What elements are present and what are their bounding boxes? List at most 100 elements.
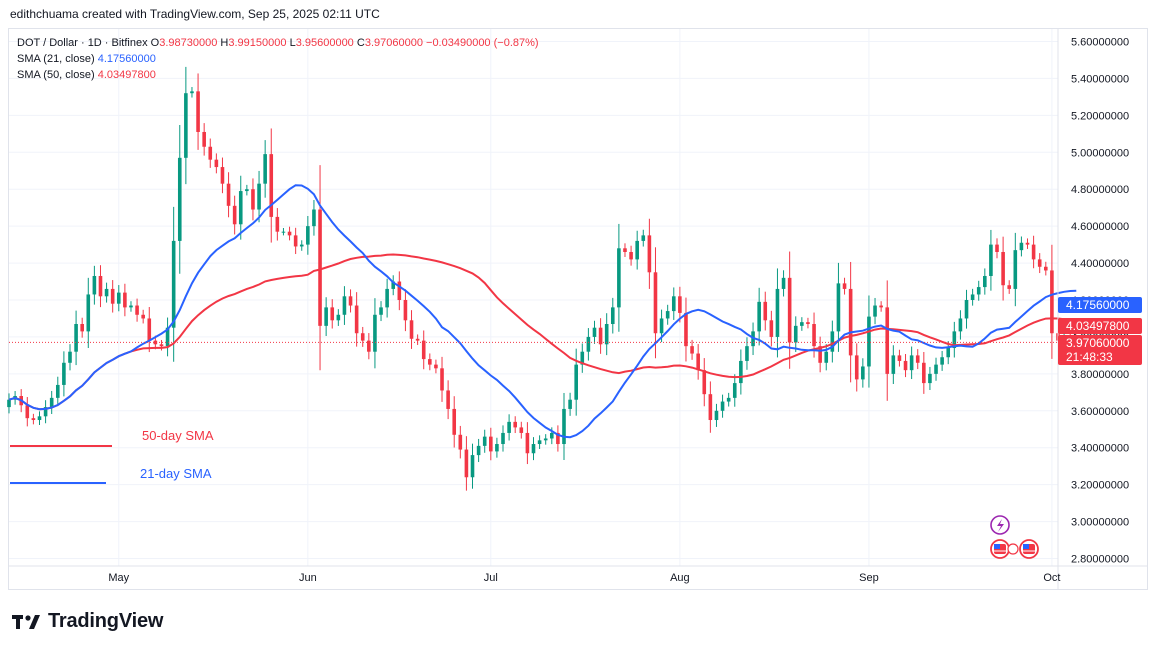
- candle: [452, 396, 457, 448]
- candle: [318, 165, 322, 371]
- candle-body: [68, 351, 72, 363]
- candle-body: [409, 320, 414, 339]
- candle: [86, 277, 91, 349]
- candle: [226, 172, 231, 218]
- candle-body: [74, 324, 78, 352]
- sma21-price-badge: 4.17560000: [1058, 297, 1142, 313]
- candle: [62, 351, 66, 397]
- candle-body: [257, 183, 261, 210]
- candle: [299, 240, 304, 251]
- y-tick-label: 3.00000000: [1071, 517, 1129, 529]
- candle-body: [470, 455, 475, 478]
- candle: [275, 208, 280, 241]
- candle: [1013, 232, 1018, 307]
- candle-body: [299, 244, 304, 247]
- candle: [68, 344, 72, 371]
- candle: [800, 317, 804, 331]
- candle-body: [312, 209, 316, 227]
- candle: [1007, 280, 1012, 294]
- candle: [671, 287, 676, 320]
- y-tick-label: 4.40000000: [1071, 258, 1129, 270]
- candle-body: [1037, 259, 1042, 267]
- candle: [635, 230, 639, 270]
- candle-body: [1050, 270, 1054, 334]
- candle: [171, 206, 176, 362]
- candle-body: [434, 364, 438, 369]
- candle: [702, 358, 707, 407]
- y-tick-label: 5.40000000: [1071, 73, 1129, 85]
- last-price-value: 3.97060000: [1066, 336, 1130, 350]
- candle-body: [196, 91, 200, 132]
- candle: [714, 403, 719, 427]
- candle: [610, 297, 615, 334]
- candle: [476, 438, 481, 463]
- candle-body: [80, 324, 84, 332]
- candle: [641, 229, 646, 247]
- candle-body: [696, 353, 700, 371]
- candle: [970, 288, 975, 306]
- price-axis: 5.60000000 5.40000000 5.20000000 5.00000000…: [1057, 29, 1129, 590]
- candle: [281, 227, 286, 236]
- candle-body: [104, 288, 109, 297]
- candle-body: [885, 307, 890, 374]
- symbol-title[interactable]: DOT / Dollar · 1D · Bitfinex: [17, 37, 148, 49]
- candle-body: [25, 405, 30, 419]
- candle: [708, 381, 713, 433]
- candle-body: [184, 93, 188, 158]
- candle-body: [830, 331, 835, 352]
- sma50-price-badge: 4.03497800: [1058, 318, 1142, 334]
- candle: [763, 291, 768, 331]
- candle-body: [287, 231, 292, 236]
- candle: [562, 392, 566, 460]
- candle-body: [165, 327, 170, 347]
- candle-body: [586, 336, 591, 352]
- candle-body: [476, 445, 481, 456]
- candle: [458, 425, 463, 459]
- candle: [854, 343, 859, 392]
- change-value: −0.03490000 (−0.87%): [426, 37, 539, 49]
- candle: [818, 336, 822, 373]
- candle: [690, 339, 694, 360]
- candle: [196, 73, 200, 150]
- candle: [391, 275, 396, 296]
- candle: [104, 282, 109, 303]
- candle: [202, 123, 206, 156]
- candle: [513, 416, 518, 434]
- candle-body: [232, 205, 237, 225]
- candle: [257, 170, 261, 223]
- candle-body: [153, 340, 158, 345]
- candle-body: [690, 346, 694, 354]
- candle: [836, 262, 841, 352]
- candle-body: [800, 322, 804, 326]
- candle-body: [171, 240, 176, 328]
- candle: [129, 301, 133, 312]
- candle: [501, 425, 505, 452]
- tradingview-logo[interactable]: TradingView: [12, 610, 163, 633]
- candle: [360, 326, 365, 347]
- candle-body: [610, 307, 615, 325]
- y-tick-label: 5.60000000: [1071, 37, 1129, 49]
- candle: [543, 434, 548, 445]
- candle-body: [415, 338, 420, 341]
- tradingview-logo-icon: [12, 614, 40, 629]
- candle: [409, 310, 414, 349]
- candle: [781, 270, 786, 297]
- candle-body: [678, 296, 682, 313]
- candle-body: [873, 305, 877, 317]
- candle-body: [440, 368, 444, 391]
- candle-body: [220, 167, 225, 184]
- candle-body: [940, 357, 944, 365]
- candle-body: [665, 311, 670, 319]
- candle: [336, 309, 341, 326]
- candle: [848, 261, 853, 383]
- candle-body: [367, 340, 371, 352]
- sma50-label[interactable]: SMA (50, close): [17, 69, 95, 81]
- candle-body: [458, 434, 463, 450]
- sma21-label[interactable]: SMA (21, close): [17, 53, 95, 65]
- open-value: 3.98730000: [159, 37, 218, 49]
- candle: [49, 390, 54, 415]
- candle-body: [373, 314, 377, 352]
- candle: [123, 283, 127, 317]
- candle-body: [55, 384, 60, 398]
